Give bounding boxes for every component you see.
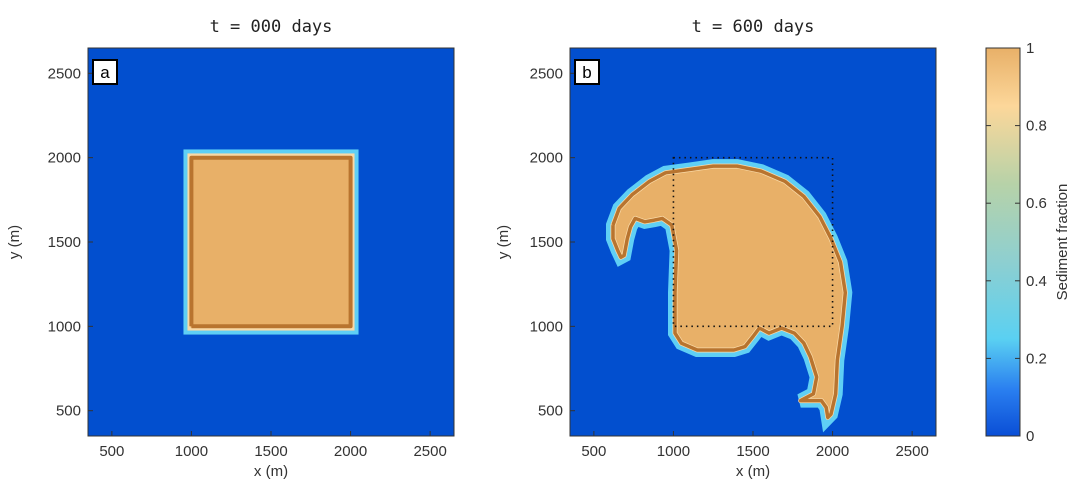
panel-b-label: b [582, 63, 591, 82]
panel-a-y-ticks: 500 1000 1500 2000 2500 [48, 65, 93, 419]
panel-b-y-ticks: 500 1000 1500 2000 2500 [530, 65, 575, 419]
panel-a-title: t = 000 days [210, 17, 333, 37]
y-tick-label: 1500 [530, 234, 563, 251]
x-tick-label: 2500 [895, 443, 928, 460]
colorbar-tick-label: 0.2 [1026, 350, 1047, 367]
x-tick-label: 1500 [254, 443, 287, 460]
y-tick-label: 2500 [530, 65, 563, 82]
x-tick-label: 1000 [175, 443, 208, 460]
colorbar-tick-label: 0.8 [1026, 118, 1047, 135]
colorbar-tick-label: 0.4 [1026, 273, 1047, 290]
x-tick-label: 500 [581, 443, 606, 460]
colorbar-tick-label: 0 [1026, 428, 1034, 445]
panel-a-sediment-region [183, 149, 358, 334]
panel-a-label: a [100, 63, 110, 82]
y-tick-label: 2000 [48, 150, 81, 167]
y-tick-label: 500 [538, 403, 563, 420]
y-tick-label: 1000 [530, 318, 563, 335]
sediment-cells [190, 156, 351, 327]
x-tick-label: 2500 [413, 443, 446, 460]
x-tick-label: 1500 [736, 443, 769, 460]
y-tick-label: 1500 [48, 234, 81, 251]
panel-a: t = 000 days 500 1000 1500 2000 2500 500 1000… [6, 17, 454, 480]
panel-a-ylabel: y (m) [6, 225, 23, 259]
panel-b: t = 600 days 500 1000 1500 2000 2500 500 1000… [495, 17, 936, 480]
y-tick-label: 500 [56, 403, 81, 420]
colorbar-tick-label: 0.6 [1026, 195, 1047, 212]
colorbar-gradient [986, 48, 1020, 436]
panel-a-xlabel: x (m) [254, 463, 288, 480]
x-tick-label: 2000 [334, 443, 367, 460]
colorbar-tick-label: 1 [1026, 40, 1034, 57]
colorbar: 0 0.2 0.4 0.6 0.8 1 Sediment fraction [986, 40, 1071, 445]
y-tick-label: 2500 [48, 65, 81, 82]
panel-b-xlabel: x (m) [736, 463, 770, 480]
panel-b-ylabel: y (m) [495, 225, 512, 259]
panel-b-title: t = 600 days [692, 17, 815, 37]
x-tick-label: 2000 [816, 443, 849, 460]
colorbar-label: Sediment fraction [1054, 184, 1071, 301]
x-tick-label: 1000 [657, 443, 690, 460]
x-tick-label: 500 [99, 443, 124, 460]
y-tick-label: 2000 [530, 150, 563, 167]
y-tick-label: 1000 [48, 318, 81, 335]
